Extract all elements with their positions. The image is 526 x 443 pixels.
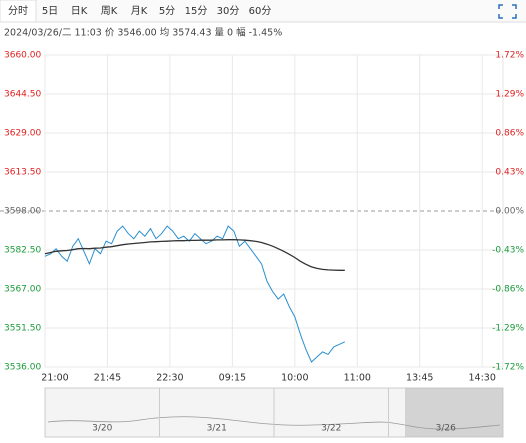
- x-tick-label: 13:45: [406, 373, 433, 384]
- tab[interactable]: 30分: [217, 5, 240, 17]
- y-tick-label: 3660.00: [4, 51, 41, 61]
- x-tick-label: 09:15: [219, 373, 246, 384]
- tab[interactable]: 60分: [249, 5, 272, 17]
- y-tick-label: 3644.50: [4, 90, 41, 100]
- navigator-date: 3/21: [207, 424, 227, 434]
- tab-active: [0, 0, 37, 23]
- y-tick-label: 3629.00: [4, 129, 41, 139]
- y-tick-label: 3598.00: [4, 207, 41, 217]
- tab[interactable]: 周K: [101, 5, 118, 17]
- y2-tick-label: -0.43%: [492, 246, 524, 256]
- y2-tick-label: 0.86%: [495, 129, 524, 139]
- tab-bar: [0, 0, 526, 22]
- y2-tick-label: -1.72%: [492, 363, 524, 373]
- x-tick-label: 21:00: [41, 373, 68, 384]
- x-tick-label: 11:00: [344, 373, 371, 384]
- y2-tick-label: -1.29%: [492, 324, 524, 334]
- x-tick-label: 21:45: [94, 373, 121, 384]
- y-tick-label: 3536.00: [4, 363, 41, 373]
- tab[interactable]: 5日: [42, 6, 58, 17]
- navigator-decoration: [47, 416, 501, 430]
- tab[interactable]: 15分: [185, 5, 208, 17]
- average-line: [44, 239, 345, 271]
- x-tick-label: 22:30: [156, 373, 183, 384]
- x-tick-label: 10:00: [281, 373, 308, 384]
- info-line: 2024/03/26/二 11:03 价 3546.00 均 3574.43 量…: [4, 27, 282, 39]
- tab[interactable]: 分时: [8, 5, 28, 17]
- y-tick-label: 3613.50: [4, 168, 41, 178]
- x-tick-label: 14:30: [468, 373, 495, 384]
- y-tick-label: 3582.50: [4, 246, 41, 256]
- tab[interactable]: 日K: [71, 6, 88, 17]
- y2-tick-label: 0.00%: [495, 207, 524, 217]
- navigator-date: 3/22: [321, 424, 341, 434]
- navigator-date: 3/20: [92, 424, 112, 434]
- y-tick-label: 3551.50: [4, 324, 41, 334]
- expand-icon[interactable]: [498, 4, 517, 19]
- y2-tick-label: 1.29%: [495, 90, 524, 100]
- price-line: [44, 225, 346, 363]
- y2-tick-label: 0.43%: [495, 168, 524, 178]
- y2-tick-label: 1.72%: [495, 51, 524, 61]
- navigator-date: 3/26: [436, 424, 456, 434]
- y2-tick-label: -0.86%: [492, 285, 524, 295]
- tab[interactable]: 月K: [131, 5, 148, 17]
- tab[interactable]: 5分: [159, 5, 175, 17]
- y-tick-label: 3567.00: [4, 285, 41, 295]
